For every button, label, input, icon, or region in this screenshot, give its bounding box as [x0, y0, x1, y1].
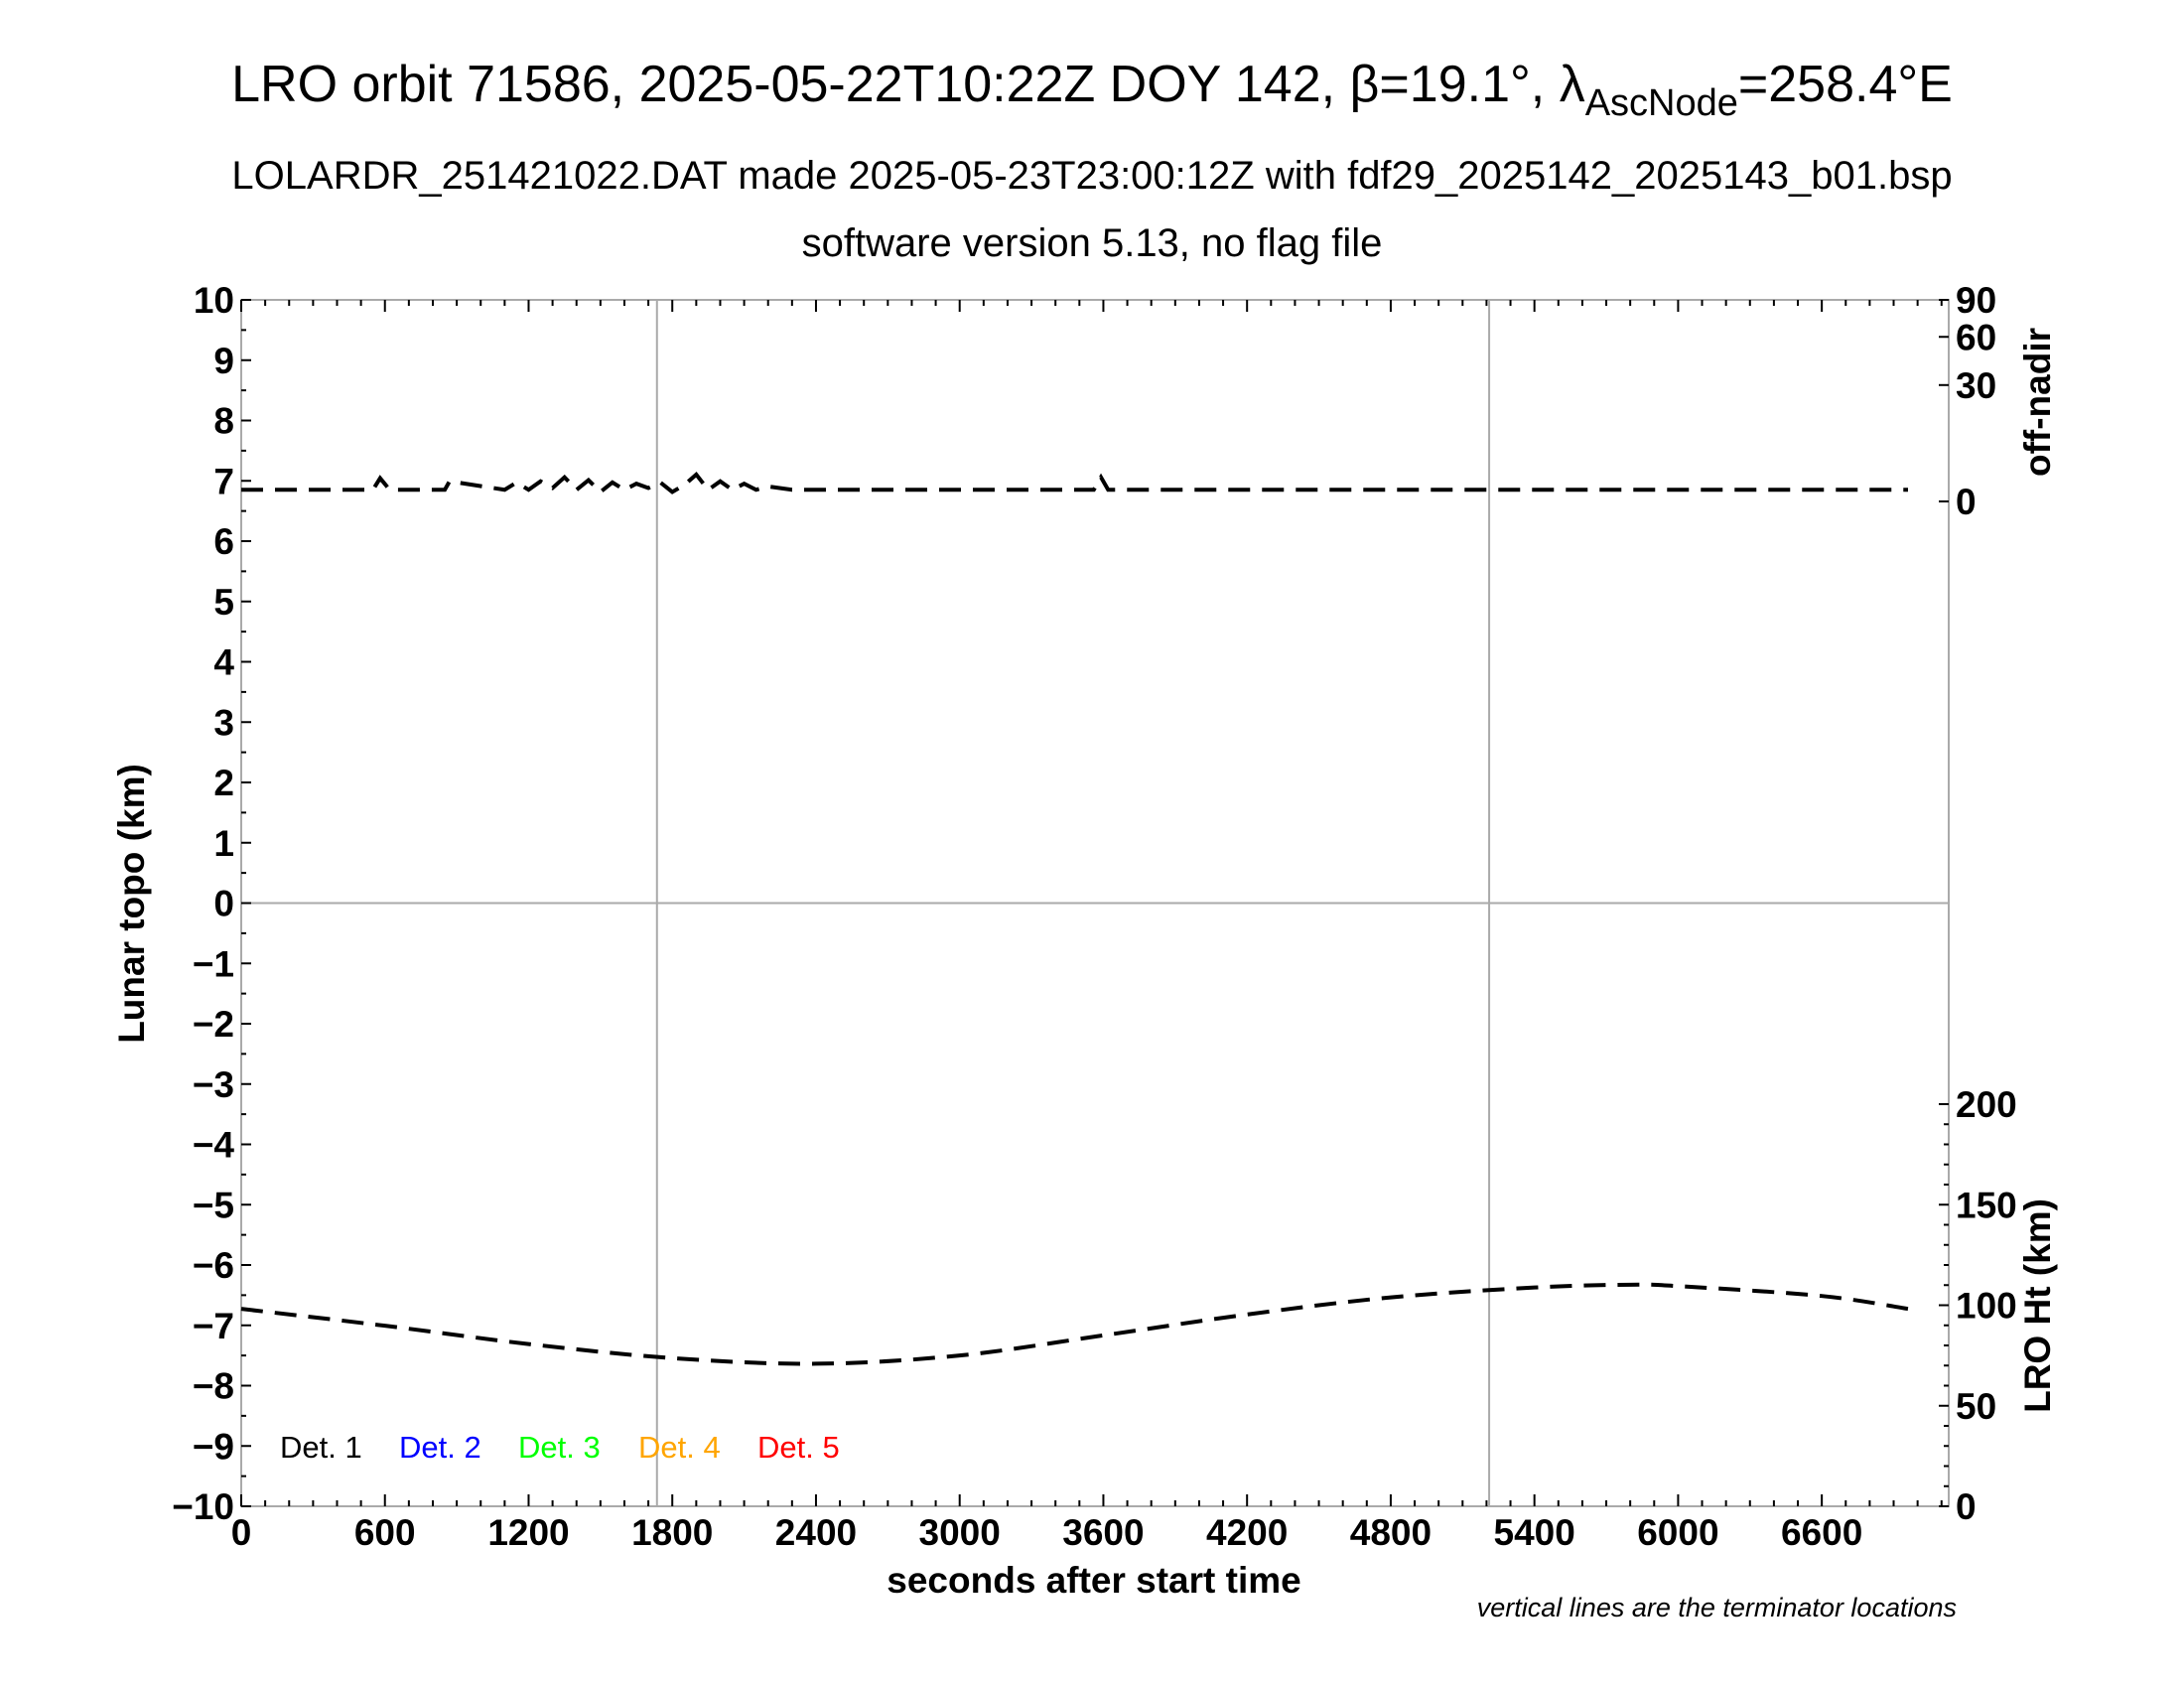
y-tick-label: −2 [193, 1004, 234, 1045]
y-tick-label: −1 [193, 943, 234, 984]
x-tick-label: 2400 [775, 1512, 857, 1553]
y-tick-label: −9 [193, 1426, 234, 1467]
grid-lines [241, 300, 1949, 1506]
x-tick-label: 4200 [1206, 1512, 1288, 1553]
chart-subtitle-2: software version 5.13, no flag file [802, 221, 1383, 265]
y-tick-label: 10 [194, 280, 234, 321]
lro-height-line [240, 1282, 1909, 1366]
y-tick-label: 9 [213, 341, 234, 381]
y-tick-label: −10 [172, 1486, 234, 1527]
legend-item-det-2: Det. 2 [399, 1430, 481, 1465]
y-tick-label: 1 [213, 823, 234, 864]
lro-ht-tick-label: 150 [1956, 1185, 2017, 1225]
y-tick-label: 7 [213, 461, 234, 501]
y-tick-label: −5 [193, 1185, 234, 1225]
legend-item-det-1: Det. 1 [280, 1430, 362, 1465]
y-tick-label: −4 [193, 1125, 235, 1166]
off-nadir-tick-label: 30 [1956, 365, 1996, 406]
lro-ht-tick-label: 0 [1956, 1486, 1977, 1527]
off-nadir-tick-label: 0 [1956, 482, 1977, 522]
terminator-note: vertical lines are the terminator locati… [1477, 1593, 1957, 1622]
axes [240, 299, 1950, 1507]
off-nadir-tick-label: 60 [1956, 317, 1996, 357]
x-tick-label: 1800 [631, 1512, 713, 1553]
data-marks [240, 472, 1909, 1366]
x-tick-label: 6000 [1637, 1512, 1718, 1553]
x-tick-label: 4800 [1350, 1512, 1432, 1553]
y-tick-label: 0 [213, 884, 234, 924]
legend-item-det-4: Det. 4 [638, 1430, 721, 1465]
lro-ht-tick-label: 200 [1956, 1084, 2017, 1125]
x-tick-label: 3000 [919, 1512, 1001, 1553]
title-prefix: LRO orbit 71586, 2025-05-22T10:22Z DOY 1… [231, 56, 1585, 113]
y-axis-label-off-nadir: off-nadir [2017, 328, 2058, 477]
x-tick-label: 5400 [1494, 1512, 1575, 1553]
lro-ht-tick-label: 100 [1956, 1286, 2017, 1327]
chart-title: LRO orbit 71586, 2025-05-22T10:22Z DOY 1… [231, 56, 1953, 124]
x-tick-label: 6600 [1781, 1512, 1862, 1553]
y-tick-label: 3 [213, 702, 234, 743]
y-tick-label: 6 [213, 521, 234, 562]
x-tick-label: 1200 [487, 1512, 569, 1553]
x-axis-label: seconds after start time [887, 1560, 1300, 1601]
y-axis-label-left: Lunar topo (km) [111, 764, 152, 1044]
legend: Det. 1 Det. 2 Det. 3 Det. 4 Det. 5 [280, 1430, 840, 1465]
y-tick-label: 4 [213, 642, 234, 683]
x-tick-label: 600 [354, 1512, 416, 1553]
x-tick-label: 0 [231, 1512, 252, 1553]
y-axis-label-lro-ht: LRO Ht (km) [2017, 1198, 2058, 1413]
y-tick-label: 8 [213, 401, 234, 442]
tick-labels: 0 600 1200 1800 2400 3000 3600 4200 4800 5400 6000… [172, 280, 2017, 1553]
y-tick-label: −8 [193, 1366, 234, 1407]
off-nadir-line [241, 472, 1908, 495]
title-suffix: =258.4°E [1738, 56, 1953, 113]
y-tick-label: −3 [193, 1064, 234, 1105]
x-tick-label: 3600 [1062, 1512, 1144, 1553]
y-tick-label: −7 [193, 1306, 234, 1346]
legend-item-det-3: Det. 3 [518, 1430, 601, 1465]
y-tick-label: −6 [193, 1245, 234, 1286]
chart-subtitle: LOLARDR_251421022.DAT made 2025-05-23T23… [231, 154, 1952, 198]
y-tick-label: 5 [213, 582, 234, 623]
title-subscript: AscNode [1585, 82, 1738, 124]
legend-item-det-5: Det. 5 [757, 1430, 840, 1465]
lro-ht-tick-label: 50 [1956, 1386, 1996, 1427]
y-tick-label: 2 [213, 763, 234, 803]
off-nadir-tick-label: 90 [1956, 280, 1996, 321]
